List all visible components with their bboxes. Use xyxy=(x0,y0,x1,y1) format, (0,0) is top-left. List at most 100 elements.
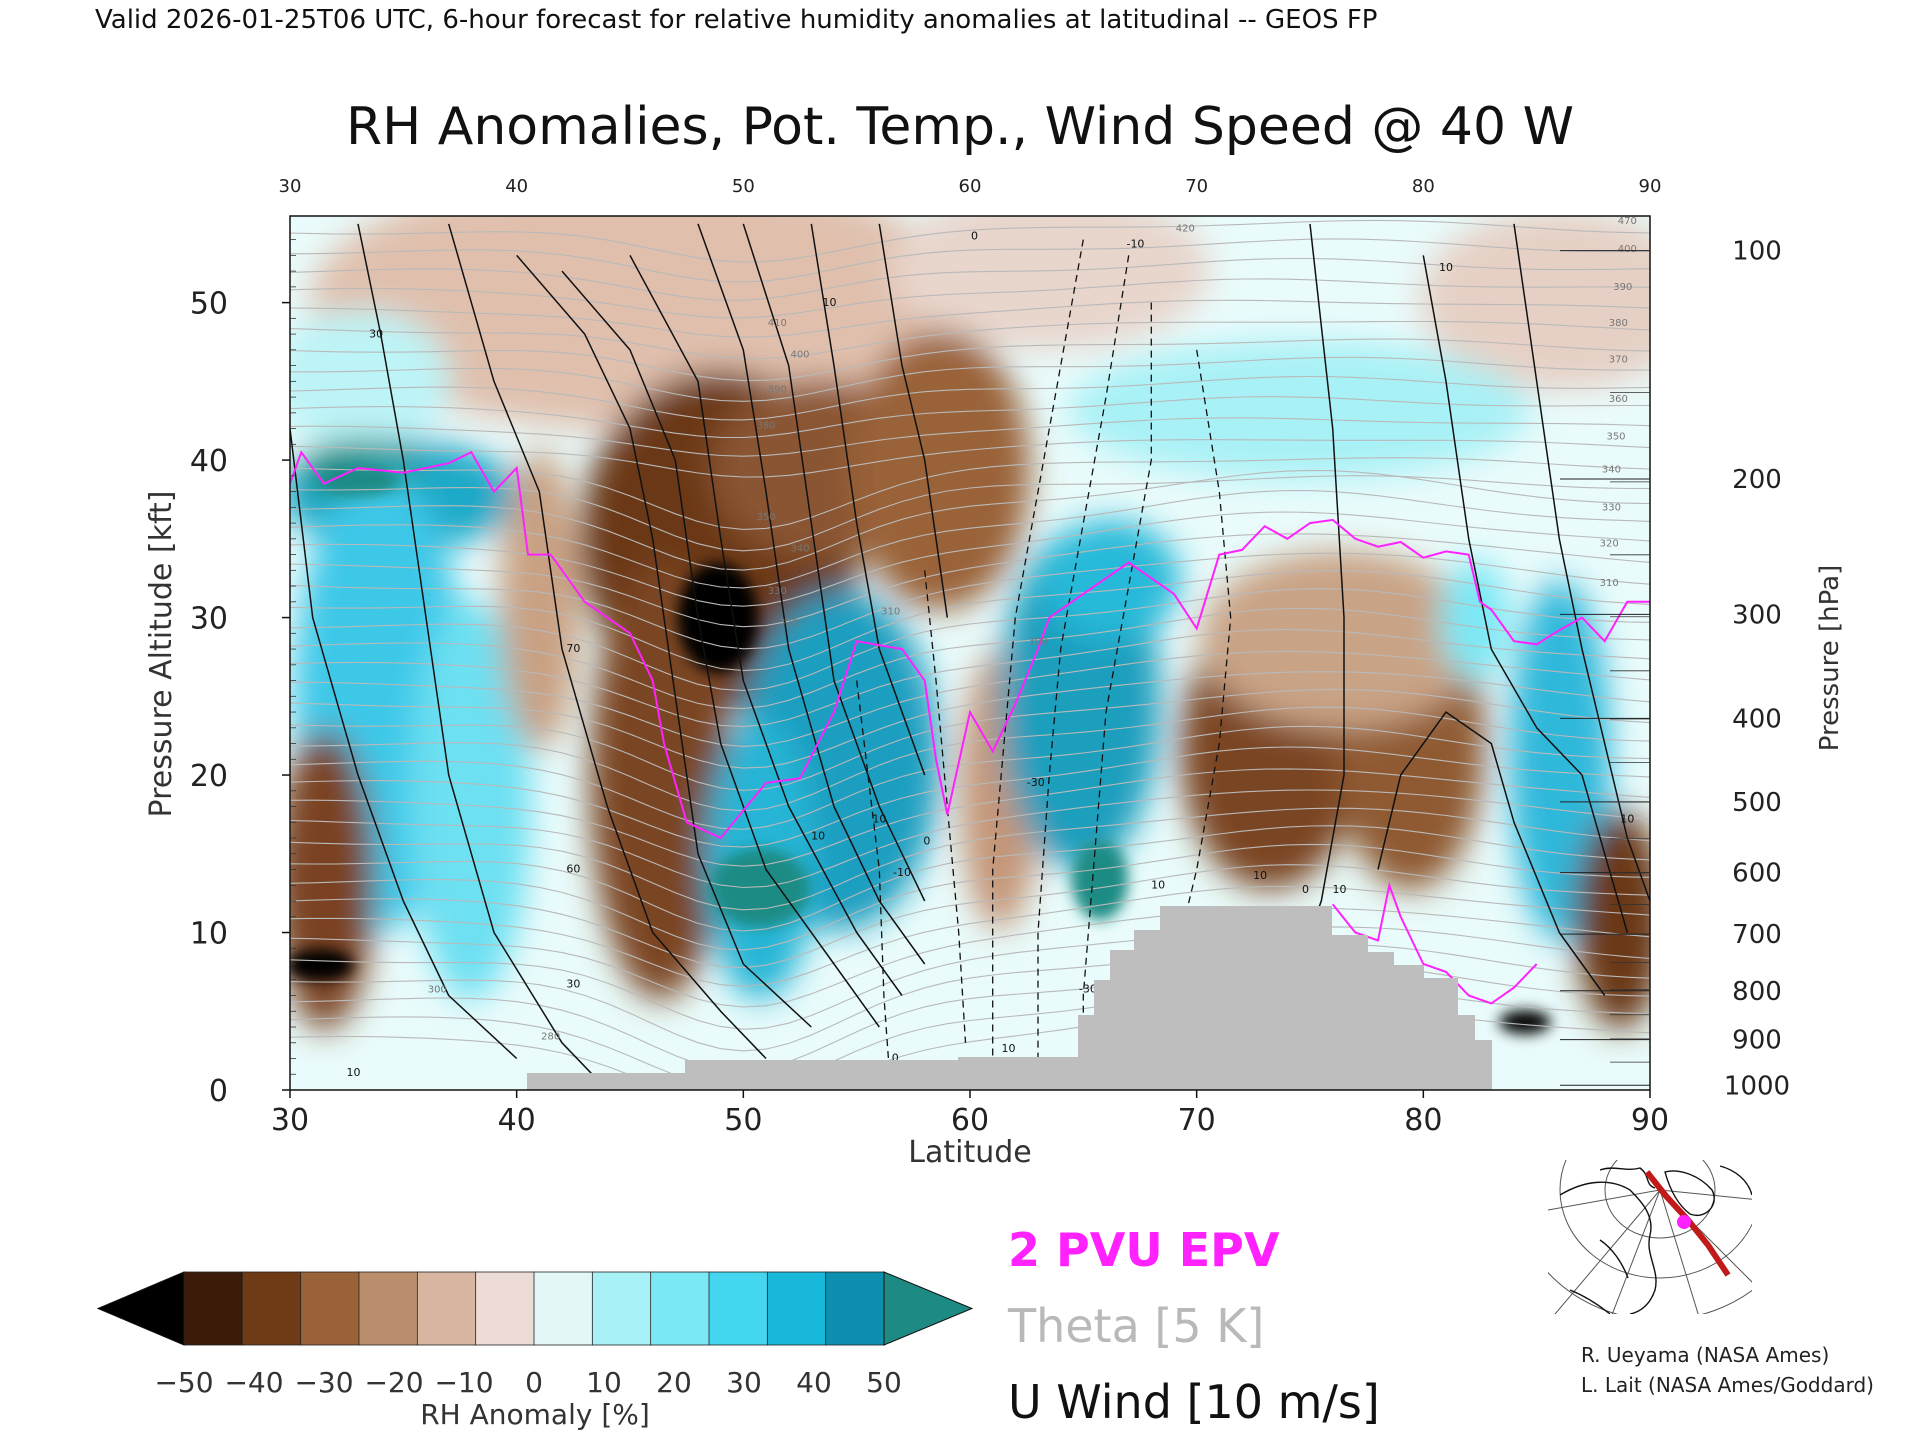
colorbar-tick-label: 30 xyxy=(726,1366,762,1399)
field-blob xyxy=(500,450,580,750)
wind-contour-label: 10 xyxy=(1332,883,1346,896)
colorbar-segment xyxy=(300,1271,360,1346)
x-tick-label: 80 xyxy=(1404,1103,1442,1138)
theta-contour xyxy=(290,688,1650,791)
theta-contour-label: 300 xyxy=(1028,636,1047,647)
u-wind-dashed-contour xyxy=(992,239,1084,1075)
theta-contour xyxy=(290,475,1650,552)
colorbar-segment xyxy=(708,1271,769,1346)
theta-contour xyxy=(290,396,1650,439)
theta-contour xyxy=(290,650,1650,747)
y-tick-label: 50 xyxy=(190,287,228,322)
pressure-tick-label: 200 xyxy=(1732,465,1782,495)
colorbar-label: RH Anomaly [%] xyxy=(420,1398,650,1431)
y-tick-label: 10 xyxy=(190,917,228,952)
top-x-tick-label: 40 xyxy=(505,176,528,197)
wind-contour-label: -30 xyxy=(1027,776,1045,789)
contour-layer: 4204104003903803503403303203103003002804… xyxy=(290,216,1650,1090)
colorbar-segment xyxy=(183,1271,244,1346)
colorbar-tick-label: −30 xyxy=(294,1366,353,1399)
u-wind-dashed-contour xyxy=(924,570,967,1043)
map-location-marker xyxy=(1677,1215,1691,1229)
theta-contour xyxy=(290,278,1650,319)
wind-contour-label: 10 xyxy=(872,812,886,825)
pressure-tick-label: 800 xyxy=(1732,977,1782,1007)
theta-contour-label: 340 xyxy=(790,543,809,554)
theta-contour-label: 330 xyxy=(1602,502,1621,513)
map-coastlines xyxy=(1559,1165,1752,1314)
theta-contour xyxy=(290,864,1650,969)
wind-contour-label: 10 xyxy=(1151,878,1165,891)
pressure-tick-label: 400 xyxy=(1732,704,1782,734)
theta-contour xyxy=(290,417,1650,457)
theta-contour xyxy=(290,219,1650,263)
chart-title: RH Anomalies, Pot. Temp., Wind Speed @ 4… xyxy=(346,97,1574,157)
field-blob xyxy=(1420,216,1650,390)
theta-contour xyxy=(290,789,1650,889)
wind-contour-label: 10 xyxy=(346,1066,360,1079)
field-blob xyxy=(1575,810,1650,1030)
theta-contour xyxy=(290,607,1650,710)
rh-anomaly-field xyxy=(290,216,1650,1090)
pressure-tick-label: 700 xyxy=(1732,920,1782,950)
u-wind-contour xyxy=(878,223,949,618)
theta-contour xyxy=(290,926,1650,1030)
wind-contour-label: 10 xyxy=(1253,869,1267,882)
colorbar-tick-label: 50 xyxy=(866,1366,902,1399)
theta-contour-label: 310 xyxy=(1600,578,1619,589)
theta-contour-label: 320 xyxy=(779,617,798,628)
pressure-tick-label: 300 xyxy=(1732,600,1782,630)
u-wind-dashed-contour xyxy=(1162,349,1232,1043)
theta-contour xyxy=(290,356,1650,402)
theta-contour xyxy=(290,725,1650,830)
x-tick-label: 50 xyxy=(724,1103,762,1138)
u-wind-contour xyxy=(447,223,767,1060)
theta-contour xyxy=(290,320,1650,360)
u-wind-contour xyxy=(742,223,926,902)
credit-line-1: R. Ueyama (NASA Ames) xyxy=(1581,1343,1829,1367)
theta-contour xyxy=(290,768,1650,867)
colorbar-tick-label: 0 xyxy=(525,1366,543,1399)
theta-contour xyxy=(290,299,1650,338)
theta-contour xyxy=(290,375,1650,421)
theta-contour-label: 400 xyxy=(790,350,809,361)
theta-contour xyxy=(290,843,1650,951)
x-tick-label: 30 xyxy=(271,1103,309,1138)
x-tick-label: 90 xyxy=(1631,1103,1669,1138)
field-blob xyxy=(290,310,450,450)
u-wind-dashed-contour xyxy=(1082,302,1152,1059)
colorbar-over-triangle xyxy=(883,1271,974,1346)
theta-contour xyxy=(290,469,1650,571)
colorbar-tick-label: 40 xyxy=(796,1366,832,1399)
colorbar-segment xyxy=(591,1271,652,1346)
wind-contour-label: -30 xyxy=(1079,982,1097,995)
pressure-tick-label: 900 xyxy=(1732,1026,1782,1056)
field-blob xyxy=(850,330,1030,610)
y-axis-title-right: Pressure [hPa] xyxy=(1815,565,1845,752)
u-wind-dashed-contour xyxy=(1037,255,1130,1059)
theta-contour-label: 380 xyxy=(756,421,775,432)
theta-contour xyxy=(290,907,1650,1008)
top-x-tick-label: 30 xyxy=(279,176,302,197)
top-x-tick-label: 50 xyxy=(732,176,755,197)
field-core xyxy=(290,949,354,981)
epv-2pvu-contour xyxy=(1331,881,1538,1005)
legend-entry-uwind: U Wind [10 m/s] xyxy=(1008,1375,1380,1429)
field-core xyxy=(710,848,810,928)
pressure-tick-label: 100 xyxy=(1732,237,1782,267)
colorbar: −50 −40 −30 −20 −10 0 10 20 30 40 50 xyxy=(96,1271,974,1399)
theta-contour-label: 360 xyxy=(1609,394,1628,405)
wind-contour-label: 60 xyxy=(566,863,580,876)
theta-contour-label: 410 xyxy=(768,318,787,329)
theta-contour-label: 470 xyxy=(1618,216,1637,227)
wind-contour-label: 10 xyxy=(822,296,836,309)
x-tick-label: 60 xyxy=(951,1103,989,1138)
theta-contour xyxy=(290,533,1650,628)
pressure-tick-label: 600 xyxy=(1732,859,1782,889)
field-core xyxy=(320,464,400,496)
colorbar-tick-label: −40 xyxy=(224,1366,283,1399)
wind-contour-label: 30 xyxy=(566,978,580,991)
wind-contour-label: 10 xyxy=(1620,812,1634,825)
colorbar-tick-label: 20 xyxy=(656,1366,692,1399)
